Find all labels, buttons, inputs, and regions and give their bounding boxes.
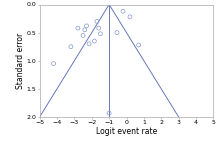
Point <box>81 34 85 37</box>
Point <box>93 40 96 42</box>
Point <box>83 29 86 31</box>
Point <box>115 31 119 34</box>
Point <box>76 27 80 29</box>
Point <box>128 16 132 18</box>
Point <box>87 43 91 45</box>
Y-axis label: Standard error: Standard error <box>16 33 25 89</box>
Point <box>85 25 88 27</box>
Point <box>69 45 73 48</box>
Point <box>95 20 99 22</box>
Point <box>107 112 111 114</box>
Point <box>52 62 55 65</box>
X-axis label: Logit event rate: Logit event rate <box>96 127 157 136</box>
Point <box>99 33 102 35</box>
Point <box>137 44 140 46</box>
Point <box>121 10 125 12</box>
Point <box>97 27 101 29</box>
